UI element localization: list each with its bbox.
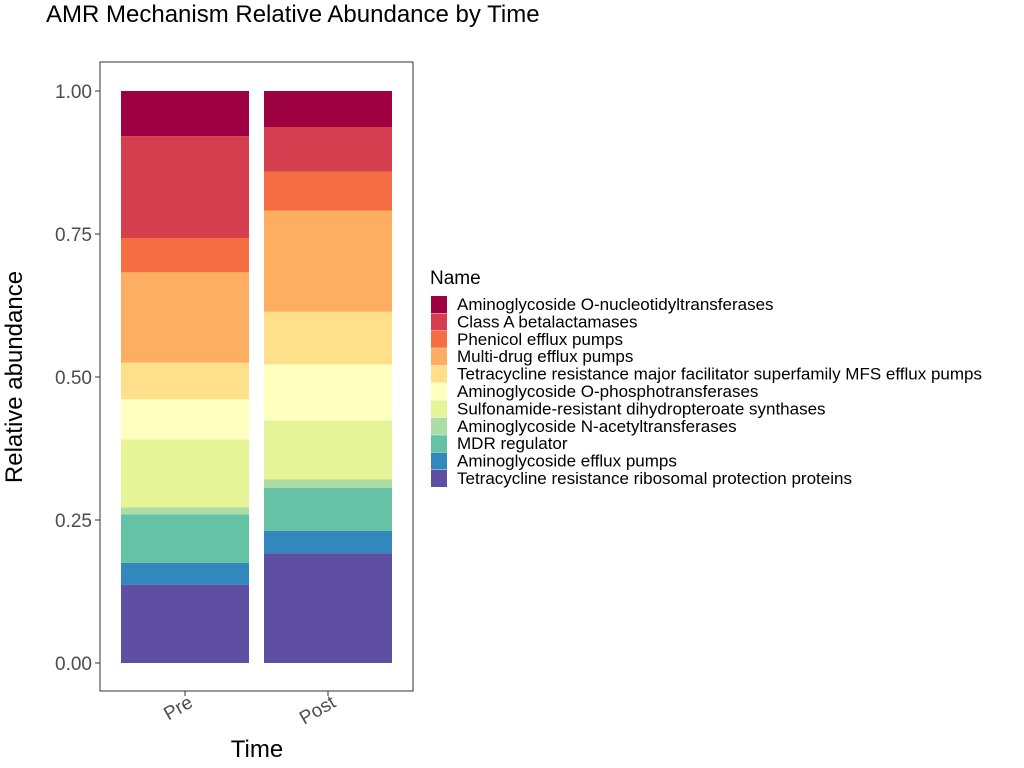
bar-segment-pre-3 xyxy=(121,507,249,515)
legend-label: Sulfonamide-resistant dihydropteroate sy… xyxy=(457,399,826,418)
bar-segment-pre-2 xyxy=(121,514,249,563)
legend-label: Tetracycline resistance major facilitato… xyxy=(457,365,982,384)
bar-segment-pre-1 xyxy=(121,562,249,585)
bar-segment-post-8 xyxy=(264,171,392,211)
legend-key xyxy=(431,383,447,400)
x-tick-label-post: Post xyxy=(296,692,340,730)
y-tick-label: 0.75 xyxy=(55,225,92,246)
legend-key xyxy=(431,296,447,313)
legend-label: MDR regulator xyxy=(457,434,568,453)
bar-segment-post-0 xyxy=(264,553,392,663)
bar-segment-post-9 xyxy=(264,127,392,172)
legend-key xyxy=(431,348,447,366)
bar-segment-post-1 xyxy=(264,530,392,554)
bar-segment-post-5 xyxy=(264,364,392,421)
legend-label: Aminoglycoside O-phosphotransferases xyxy=(457,382,758,401)
y-tick-label: 0.00 xyxy=(55,654,92,675)
bar-segment-pre-8 xyxy=(121,238,249,273)
y-tick-label: 0.25 xyxy=(55,511,92,532)
chart-title: AMR Mechanism Relative Abundance by Time xyxy=(46,1,540,28)
legend-label: Aminoglycoside O-nucleotidyltransferases xyxy=(457,295,774,314)
y-axis: 0.00 0.25 0.50 0.75 1.00 xyxy=(55,82,100,675)
bars-group xyxy=(121,91,392,663)
legend-key xyxy=(431,365,447,383)
legend-key xyxy=(431,470,447,487)
x-axis: Pre Post xyxy=(160,691,340,729)
bar-segment-post-7 xyxy=(264,210,392,312)
bar-segment-pre-10 xyxy=(121,91,249,137)
legend-key xyxy=(431,313,447,331)
legend-title: Name xyxy=(430,268,481,289)
legend-key xyxy=(431,400,447,418)
legend-label: Multi-drug efflux pumps xyxy=(457,347,633,366)
bar-segment-post-10 xyxy=(264,91,392,128)
bar-segment-pre-5 xyxy=(121,399,249,440)
legend-label: Aminoglycoside N-acetyltransferases xyxy=(457,417,737,436)
y-tick-label: 1.00 xyxy=(55,82,92,103)
bar-segment-pre-7 xyxy=(121,272,249,363)
bar-segment-pre-9 xyxy=(121,136,249,239)
x-axis-title: Time xyxy=(231,736,283,763)
legend-label: Aminoglycoside efflux pumps xyxy=(457,452,677,471)
legend-key xyxy=(431,330,447,348)
bar-segment-post-2 xyxy=(264,487,392,531)
bar-segment-pre-4 xyxy=(121,439,249,508)
legend-key xyxy=(431,435,447,453)
legend: Name Aminoglycoside O-nucleotidyltransfe… xyxy=(430,268,982,488)
y-axis-title: Relative abundance xyxy=(1,271,28,483)
legend-label: Class A betalactamases xyxy=(457,312,637,331)
legend-label: Tetracycline resistance ribosomal protec… xyxy=(457,469,852,488)
bar-segment-post-6 xyxy=(264,311,392,365)
legend-key xyxy=(431,452,447,470)
bar-segment-pre-0 xyxy=(121,584,249,663)
plot-area: 0.00 0.25 0.50 0.75 1.00 Pre Post xyxy=(55,61,414,729)
legend-label: Phenicol efflux pumps xyxy=(457,330,623,349)
bar-segment-pre-6 xyxy=(121,362,249,400)
x-tick-label-pre: Pre xyxy=(160,692,196,725)
bar-segment-post-3 xyxy=(264,479,392,488)
legend-key xyxy=(431,417,447,435)
bar-segment-post-4 xyxy=(264,420,392,480)
y-tick-label: 0.50 xyxy=(55,368,92,389)
